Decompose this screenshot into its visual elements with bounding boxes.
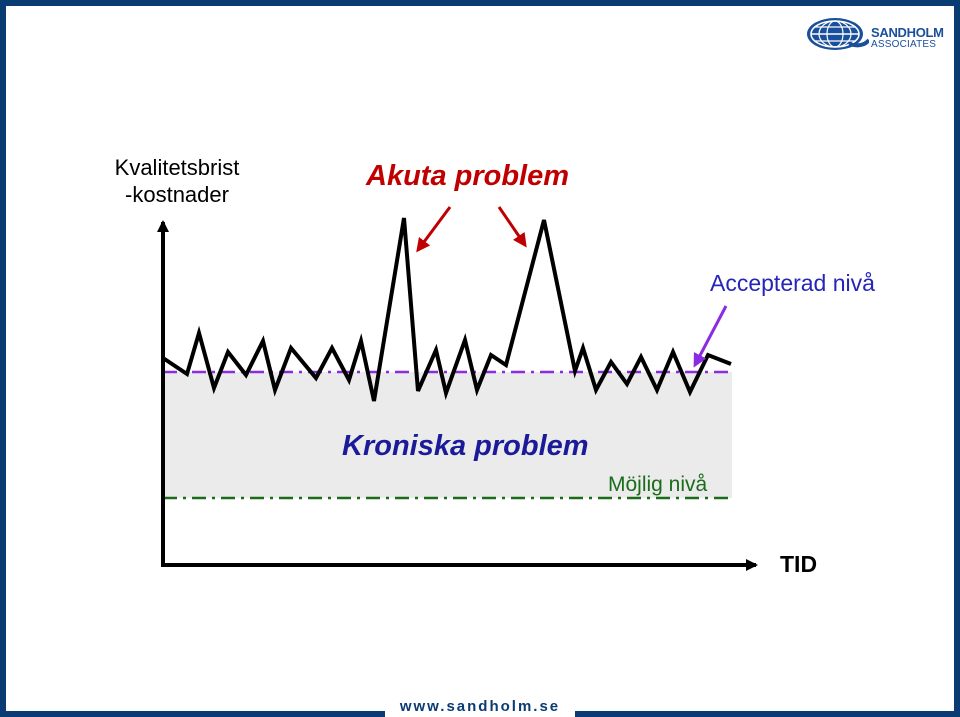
frame-left [0, 0, 6, 717]
frame-top [0, 0, 960, 6]
globe-icon [807, 18, 871, 50]
acute-problems-label: Akuta problem [366, 160, 570, 192]
x-axis-label: TID [780, 551, 818, 577]
logo-subtitle: ASSOCIATES [871, 39, 937, 50]
footer-url[interactable]: www.sandholm.se [399, 698, 561, 715]
y-axis-label-line1: Kvalitetsbrist [114, 155, 240, 180]
accepted-level-label: Accepterad nivå [710, 270, 875, 296]
frame-right [954, 0, 960, 717]
acute-arrow-right [497, 206, 527, 248]
company-logo: SANDHOLM ASSOCIATES [805, 14, 945, 54]
acute-arrow-left [416, 206, 452, 253]
cost-curve [161, 217, 732, 402]
chronic-problems-label: Kroniska problem [342, 430, 589, 462]
accepted-arrow [693, 305, 728, 368]
logo-name: SANDHOLM [871, 25, 944, 40]
possible-level-label: Möjlig nivå [608, 473, 708, 496]
y-axis-label: Kvalitetsbrist -kostnader [82, 154, 272, 208]
y-axis-label-line2: -kostnader [125, 182, 229, 207]
footer-band [385, 698, 575, 717]
